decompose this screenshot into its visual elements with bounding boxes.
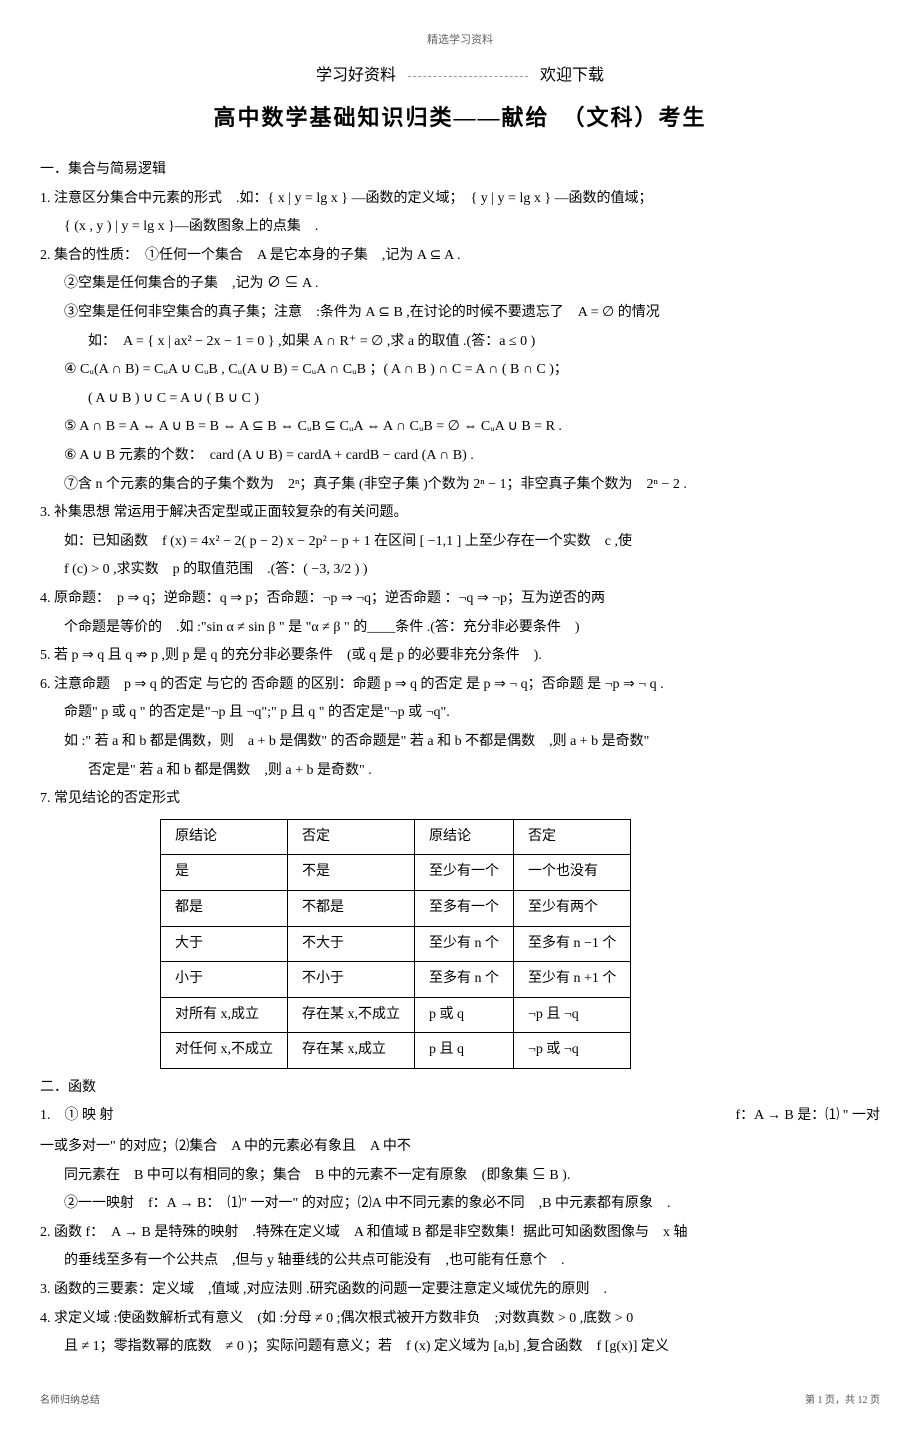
footer-left: 名师归纳总结: [40, 1391, 100, 1410]
table-row: 大于不大于至少有 n 个至多有 n −1 个: [161, 926, 631, 962]
table-cell: 都是: [161, 890, 288, 926]
table-row: 原结论否定原结论否定: [161, 819, 631, 855]
table-cell: 至多有一个: [415, 890, 514, 926]
table-cell: 不都是: [288, 890, 415, 926]
table-cell: 存在某 x,成立: [288, 1033, 415, 1069]
s1-6b: 命题" p 或 q " 的否定是"¬p 且 ¬q";" p 且 q " 的否定是…: [40, 700, 880, 727]
table-cell: 否定: [288, 819, 415, 855]
s1-3: 3. 补集思想 常运用于解决否定型或正面较复杂的有关问题。: [40, 500, 880, 527]
table-row: 是不是至少有一个一个也没有: [161, 855, 631, 891]
s1-4b: 个命题是等价的 .如 :"sin α ≠ sin β " 是 "α ≠ β " …: [40, 615, 880, 642]
s1-2c2: 如： A = { x | ax² − 2x − 1 = 0 } ,如果 A ∩ …: [40, 329, 880, 356]
section-1-head: 一．集合与简易逻辑: [40, 157, 880, 184]
negation-table: 原结论否定原结论否定是不是至少有一个一个也没有都是不都是至多有一个至少有两个大于…: [160, 819, 631, 1069]
s1-1: 1. 注意区分集合中元素的形式 .如：{ x | y = lg x } —函数的…: [40, 186, 880, 213]
s2-1d: ②一一映射 f：A → B： ⑴" 一对一" 的对应；⑵A 中不同元素的象必不同…: [40, 1191, 880, 1218]
table-cell: ¬p 或 ¬q: [514, 1033, 631, 1069]
s1-5: 5. 若 p ⇒ q 且 q ⇏ p ,则 p 是 q 的充分非必要条件 (或 …: [40, 643, 880, 670]
s1-2b: ②空集是任何集合的子集 ,记为 ∅ ⊆ A .: [40, 271, 880, 298]
table-cell: 至多有 n 个: [415, 962, 514, 998]
s2-1c: 同元素在 B 中可以有相同的象；集合 B 中的元素不一定有原象 (即象集 ⊆ B…: [40, 1163, 880, 1190]
s2-1a-line: 1. ① 映 射 f：A → B 是：⑴ " 一对: [40, 1103, 880, 1130]
table-cell: 对任何 x,不成立: [161, 1033, 288, 1069]
s2-1a-right: f：A → B 是：⑴ " 一对: [735, 1103, 880, 1130]
table-cell: 至少有 n 个: [415, 926, 514, 962]
section-2-head: 二．函数: [40, 1075, 96, 1102]
table-cell: 一个也没有: [514, 855, 631, 891]
table-row: 小于不小于至多有 n 个至少有 n +1 个: [161, 962, 631, 998]
table-cell: 至少有一个: [415, 855, 514, 891]
footer-right: 第 1 页，共 12 页: [805, 1391, 880, 1410]
table-cell: 至多有 n −1 个: [514, 926, 631, 962]
page-title: 高中数学基础知识归类——献给 （文科）考生: [40, 97, 880, 139]
table-cell: 小于: [161, 962, 288, 998]
s1-2: 2. 集合的性质： ①任何一个集合 A 是它本身的子集 ,记为 A ⊆ A .: [40, 243, 880, 270]
table-cell: 至少有两个: [514, 890, 631, 926]
s1-6c: 如 :" 若 a 和 b 都是偶数，则 a + b 是偶数" 的否命题是" 若 …: [40, 729, 880, 756]
table-cell: p 或 q: [415, 997, 514, 1033]
s1-6d: 否定是" 若 a 和 b 都是偶数 ,则 a + b 是奇数" .: [40, 758, 880, 785]
s2-2: 2. 函数 f： A → B 是特殊的映射 .特殊在定义域 A 和值域 B 都是…: [40, 1220, 880, 1247]
s2-4b: 且 ≠ 1；零指数幂的底数 ≠ 0 )；实际问题有意义；若 f (x) 定义域为…: [40, 1334, 880, 1361]
table-row: 对所有 x,成立存在某 x,不成立p 或 q¬p 且 ¬q: [161, 997, 631, 1033]
footer: 名师归纳总结 第 1 页，共 12 页: [40, 1391, 880, 1410]
s1-2f: ⑥ A ∪ B 元素的个数： card (A ∪ B) = cardA + ca…: [40, 443, 880, 470]
s2-2b: 的垂线至多有一个公共点 ,但与 y 轴垂线的公共点可能没有 ,也可能有任意个 .: [40, 1248, 880, 1275]
table-cell: 大于: [161, 926, 288, 962]
header-left: 学习好资料: [316, 67, 396, 84]
header-spacer: [408, 76, 528, 77]
s1-3c: f (c) > 0 ,求实数 p 的取值范围 .(答：( −3, 3/2 ) ): [40, 557, 880, 584]
table-cell: 存在某 x,不成立: [288, 997, 415, 1033]
header-right: 欢迎下载: [540, 67, 604, 84]
table-cell: 不大于: [288, 926, 415, 962]
s2-3: 3. 函数的三要素：定义域 ,值域 ,对应法则 .研究函数的问题一定要注意定义域…: [40, 1277, 880, 1304]
table-row: 都是不都是至多有一个至少有两个: [161, 890, 631, 926]
s1-2e: ⑤ A ∩ B = A ⇔ A ∪ B = B ⇔ A ⊆ B ⇔ CᵤB ⊆ …: [40, 414, 880, 441]
table-cell: 原结论: [161, 819, 288, 855]
table-cell: p 且 q: [415, 1033, 514, 1069]
s1-1b: { (x , y ) | y = lg x }—函数图象上的点集 .: [40, 214, 880, 241]
table-cell: 对所有 x,成立: [161, 997, 288, 1033]
table-cell: ¬p 且 ¬q: [514, 997, 631, 1033]
header-row: 学习好资料 欢迎下载: [40, 61, 880, 91]
s2-4: 4. 求定义域 :使函数解析式有意义 (如 :分母 ≠ 0 ;偶次根式被开方数非…: [40, 1306, 880, 1333]
s1-7: 7. 常见结论的否定形式: [40, 786, 880, 813]
s2-1b: 一或多对一" 的对应；⑵集合 A 中的元素必有象且 A 中不: [40, 1134, 880, 1161]
s1-2d2: ( A ∪ B ) ∪ C = A ∪ ( B ∪ C ): [40, 386, 880, 413]
table-cell: 至少有 n +1 个: [514, 962, 631, 998]
s1-4: 4. 原命题： p ⇒ q；逆命题：q ⇒ p；否命题：¬p ⇒ ¬q；逆否命题…: [40, 586, 880, 613]
table-row: 对任何 x,不成立存在某 x,成立p 且 q¬p 或 ¬q: [161, 1033, 631, 1069]
table-cell: 否定: [514, 819, 631, 855]
s1-3b: 如：已知函数 f (x) = 4x² − 2( p − 2) x − 2p² −…: [40, 529, 880, 556]
s1-2g: ⑦含 n 个元素的集合的子集个数为 2ⁿ；真子集 (非空子集 )个数为 2ⁿ −…: [40, 472, 880, 499]
s1-6: 6. 注意命题 p ⇒ q 的否定 与它的 否命题 的区别：命题 p ⇒ q 的…: [40, 672, 880, 699]
table-cell: 原结论: [415, 819, 514, 855]
table-cell: 是: [161, 855, 288, 891]
s1-2c: ③空集是任何非空集合的真子集；注意 :条件为 A ⊆ B ,在讨论的时候不要遗忘…: [40, 300, 880, 327]
top-note: 精选学习资料: [40, 30, 880, 51]
table-cell: 不小于: [288, 962, 415, 998]
table-cell: 不是: [288, 855, 415, 891]
s2-1a: 1. ① 映 射: [40, 1108, 114, 1123]
s1-2d: ④ Cᵤ(A ∩ B) = CᵤA ∪ CᵤB , Cᵤ(A ∪ B) = Cᵤ…: [40, 357, 880, 384]
